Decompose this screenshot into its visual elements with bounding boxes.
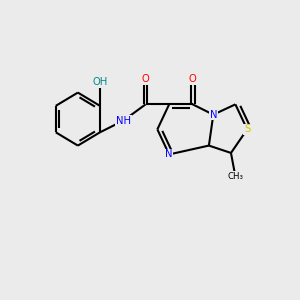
Text: OH: OH bbox=[92, 77, 108, 87]
Text: NH: NH bbox=[116, 116, 131, 126]
Text: N: N bbox=[210, 110, 217, 120]
Text: N: N bbox=[165, 149, 173, 159]
Text: S: S bbox=[244, 124, 250, 134]
Text: CH₃: CH₃ bbox=[227, 172, 243, 181]
Text: O: O bbox=[142, 74, 149, 84]
Text: O: O bbox=[189, 74, 196, 84]
